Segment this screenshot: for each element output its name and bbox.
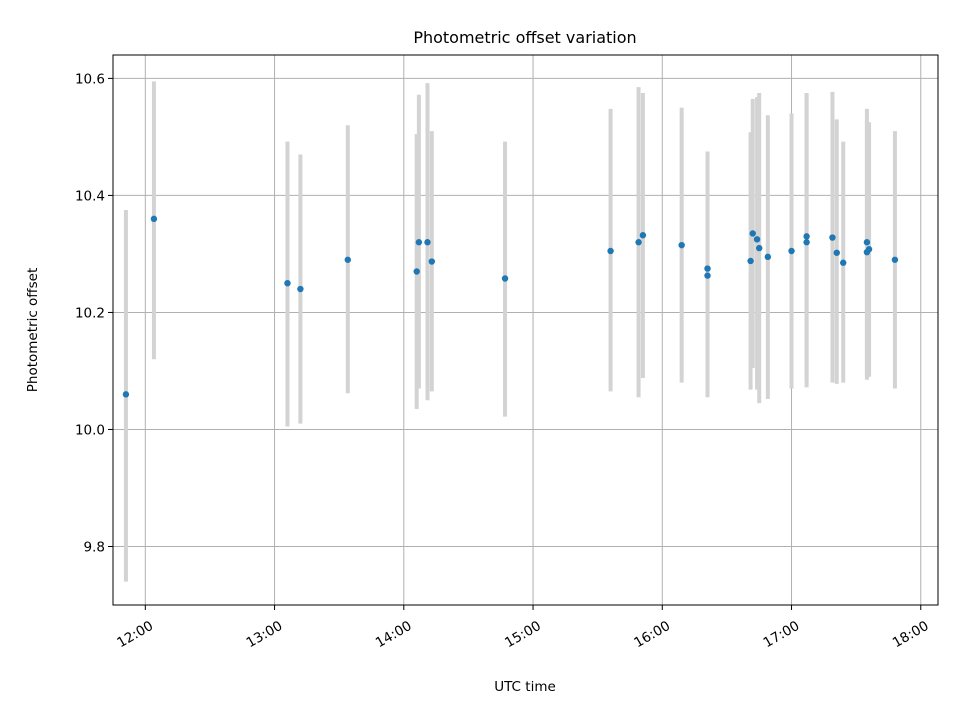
y-tick-label: 10.2 bbox=[75, 305, 105, 321]
data-point bbox=[344, 256, 351, 263]
data-point bbox=[428, 258, 435, 265]
y-tick-label: 9.8 bbox=[84, 539, 105, 555]
data-point bbox=[122, 391, 130, 398]
data-point bbox=[829, 234, 836, 241]
data-point bbox=[803, 239, 810, 246]
data-point bbox=[840, 259, 847, 266]
data-point bbox=[803, 233, 810, 240]
data-point bbox=[607, 247, 614, 255]
y-axis-ticks: 9.8 10.0 10.2 10.4 10.6 bbox=[75, 71, 113, 555]
data-point bbox=[639, 232, 647, 239]
data-point bbox=[297, 285, 304, 293]
data-point bbox=[747, 257, 754, 265]
data-point bbox=[704, 265, 711, 272]
x-axis-label: UTC time bbox=[494, 679, 556, 695]
data-point bbox=[678, 241, 685, 249]
chart-title: Photometric offset variation bbox=[413, 28, 636, 47]
data-point bbox=[749, 230, 756, 237]
data-point bbox=[788, 247, 795, 255]
data-point bbox=[424, 239, 431, 246]
data-point bbox=[501, 275, 509, 282]
data-point bbox=[865, 246, 873, 253]
data-point bbox=[704, 272, 711, 279]
data-point bbox=[756, 244, 763, 252]
plot-frame bbox=[112, 54, 939, 606]
data-point bbox=[413, 268, 420, 275]
y-axis-label: Photometric offset bbox=[25, 268, 41, 392]
y-tick-label: 10.0 bbox=[75, 422, 105, 438]
data-point bbox=[833, 249, 840, 256]
data-point bbox=[415, 239, 423, 246]
data-point bbox=[764, 253, 772, 261]
data-point bbox=[753, 236, 761, 243]
data-point bbox=[284, 279, 291, 287]
data-point bbox=[863, 239, 871, 246]
y-tick-label: 10.6 bbox=[75, 71, 105, 87]
data-point bbox=[891, 256, 899, 263]
data-point bbox=[635, 239, 642, 246]
y-tick-label: 10.4 bbox=[75, 188, 105, 204]
data-points bbox=[122, 215, 899, 398]
data-point bbox=[150, 215, 158, 223]
